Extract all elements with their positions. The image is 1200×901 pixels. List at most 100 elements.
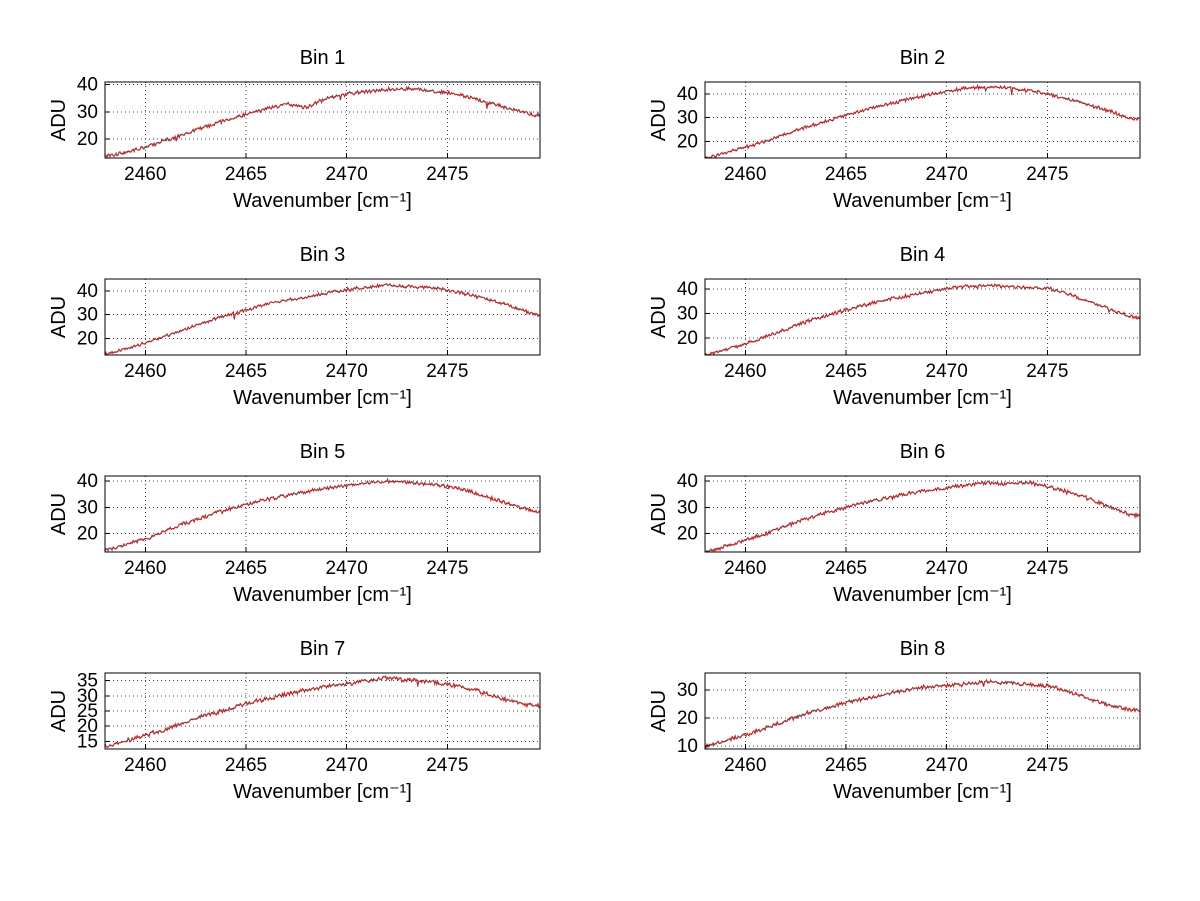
x-tick-label: 2460 — [724, 558, 766, 579]
subplot-bin-5: Bin 5 20 30 40 2460 2465 2470 2475 Wavenumber [c… — [0, 432, 600, 629]
plot-title: Bin 7 — [300, 638, 346, 660]
x-tick-label: 2465 — [225, 361, 267, 382]
plot-title: Bin 3 — [300, 244, 346, 266]
x-axis-label: Wavenumber [cm⁻¹] — [233, 190, 412, 212]
spectrum-trace-2 — [105, 675, 540, 748]
axes-box — [704, 475, 1141, 553]
x-tick-label: 2465 — [225, 164, 267, 185]
y-tick-label: 25 — [77, 701, 98, 722]
x-axis-label: Wavenumber [cm⁻¹] — [233, 387, 412, 409]
y-tick-label: 30 — [677, 303, 698, 324]
spectrum-trace-1 — [105, 478, 540, 552]
plot-svg: Bin 8 10 20 30 2460 2465 2470 2475 Wavenumber [c… — [648, 638, 1141, 803]
x-tick-label: 2465 — [225, 558, 267, 579]
x-axis-label: Wavenumber [cm⁻¹] — [833, 584, 1012, 606]
y-axis-label: ADU — [48, 690, 70, 732]
y-axis-label: ADU — [648, 493, 670, 535]
x-tick-label: 2470 — [926, 755, 968, 776]
x-tick-label: 2460 — [724, 361, 766, 382]
axes-box — [104, 672, 541, 750]
x-tick-label: 2465 — [825, 361, 867, 382]
y-tick-label: 20 — [77, 524, 98, 545]
y-tick-label: 40 — [77, 281, 98, 302]
x-tick-label: 2475 — [426, 361, 468, 382]
x-tick-label: 2470 — [926, 164, 968, 185]
x-tick-label: 2460 — [124, 558, 166, 579]
y-tick-label: 40 — [677, 471, 698, 492]
y-tick-label: 20 — [677, 328, 698, 349]
y-axis-label: ADU — [648, 690, 670, 732]
plot-svg: Bin 5 20 30 40 2460 2465 2470 2475 Wavenumber [c… — [48, 441, 541, 606]
subplot-bin-1: Bin 1 20 30 40 2460 2465 2470 2475 Wavenumber [c… — [0, 38, 600, 235]
x-tick-label: 2460 — [724, 755, 766, 776]
y-tick-label: 30 — [77, 686, 98, 707]
y-tick-label: 30 — [677, 108, 698, 129]
plot-title: Bin 4 — [900, 244, 946, 266]
y-tick-label: 20 — [677, 708, 698, 729]
x-tick-label: 2475 — [1026, 164, 1068, 185]
axes-box — [704, 672, 1141, 750]
y-axis-label: ADU — [48, 493, 70, 535]
x-tick-label: 2470 — [926, 361, 968, 382]
y-tick-label: 20 — [77, 716, 98, 737]
plot-title: Bin 8 — [900, 638, 946, 660]
y-tick-label: 20 — [677, 131, 698, 152]
x-tick-label: 2465 — [825, 558, 867, 579]
spectrum-trace-2 — [105, 477, 540, 552]
x-tick-label: 2475 — [1026, 755, 1068, 776]
spectrum-trace-1 — [705, 480, 1140, 552]
spectrum-trace-1 — [105, 676, 540, 748]
x-tick-label: 2465 — [825, 755, 867, 776]
y-tick-label: 40 — [77, 471, 98, 492]
y-tick-label: 40 — [677, 84, 698, 105]
plot-svg: Bin 1 20 30 40 2460 2465 2470 2475 Wavenumber [c… — [48, 47, 541, 212]
spectrum-trace-2 — [705, 479, 1140, 552]
x-axis-label: Wavenumber [cm⁻¹] — [833, 781, 1012, 803]
plot-title: Bin 2 — [900, 47, 946, 69]
x-tick-label: 2470 — [326, 361, 368, 382]
x-tick-label: 2470 — [926, 558, 968, 579]
subplot-bin-6: Bin 6 20 30 40 2460 2465 2470 2475 Wavenumber [c… — [600, 432, 1200, 629]
spectrum-trace-2 — [705, 283, 1140, 355]
x-tick-label: 2460 — [124, 361, 166, 382]
subplot-bin-2: Bin 2 20 30 40 2460 2465 2470 2475 Wavenumber [c… — [600, 38, 1200, 235]
y-tick-label: 30 — [77, 497, 98, 518]
x-tick-label: 2460 — [124, 755, 166, 776]
y-tick-label: 30 — [77, 305, 98, 326]
y-tick-label: 30 — [677, 680, 698, 701]
spectrum-trace-2 — [105, 282, 540, 355]
axes-box — [704, 81, 1141, 159]
y-tick-label: 20 — [77, 129, 98, 150]
x-axis-label: Wavenumber [cm⁻¹] — [833, 387, 1012, 409]
plot-svg: Bin 6 20 30 40 2460 2465 2470 2475 Wavenumber [c… — [648, 441, 1141, 606]
x-axis-label: Wavenumber [cm⁻¹] — [833, 190, 1012, 212]
x-tick-label: 2465 — [825, 164, 867, 185]
subplot-bin-8: Bin 8 10 20 30 2460 2465 2470 2475 Wavenumber [c… — [600, 629, 1200, 826]
subplot-bin-3: Bin 3 20 30 40 2460 2465 2470 2475 Wavenumber [c… — [0, 235, 600, 432]
y-tick-label: 30 — [677, 497, 698, 518]
plot-title: Bin 1 — [300, 47, 346, 69]
axes-box — [704, 278, 1141, 356]
x-tick-label: 2470 — [326, 164, 368, 185]
y-tick-label: 30 — [77, 102, 98, 123]
x-tick-label: 2470 — [326, 558, 368, 579]
x-axis-label: Wavenumber [cm⁻¹] — [233, 584, 412, 606]
spectrum-trace-2 — [705, 83, 1140, 158]
x-tick-label: 2460 — [124, 164, 166, 185]
x-tick-label: 2475 — [426, 558, 468, 579]
y-tick-label: 15 — [77, 731, 98, 752]
x-tick-label: 2475 — [1026, 558, 1068, 579]
axes-box — [104, 81, 541, 159]
y-tick-label: 40 — [77, 75, 98, 96]
y-tick-label: 40 — [677, 279, 698, 300]
plot-title: Bin 5 — [300, 441, 346, 463]
y-axis-label: ADU — [648, 99, 670, 141]
x-tick-label: 2470 — [326, 755, 368, 776]
plot-title: Bin 6 — [900, 441, 946, 463]
x-tick-label: 2475 — [426, 755, 468, 776]
x-tick-label: 2475 — [1026, 361, 1068, 382]
